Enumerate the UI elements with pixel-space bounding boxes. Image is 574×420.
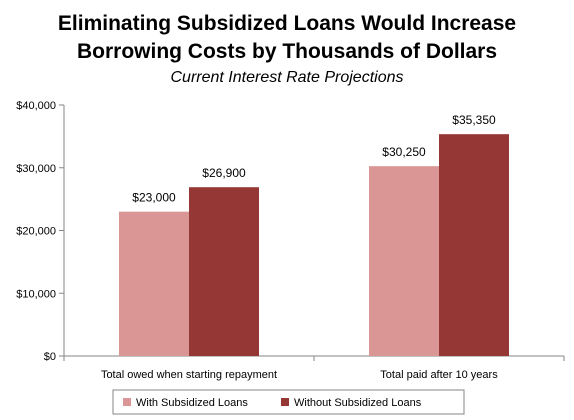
legend: With Subsidized Loans Without Subsidized …	[112, 389, 465, 415]
bar	[369, 166, 439, 356]
data-label: $35,350	[452, 113, 496, 127]
bar	[439, 134, 509, 356]
chart-title-line-1: Eliminating Subsidized Loans Would Incre…	[58, 12, 516, 35]
chart-title-line-2: Borrowing Costs by Thousands of Dollars	[77, 40, 497, 63]
bar	[189, 187, 259, 356]
data-label: $30,250	[382, 145, 426, 159]
x-category-label: Total paid after 10 years	[380, 369, 498, 381]
legend-swatch	[123, 398, 131, 406]
data-label: $26,900	[202, 166, 246, 180]
bar	[119, 211, 189, 356]
y-tick-label: $30,000	[16, 163, 56, 175]
y-tick-label: $10,000	[16, 288, 56, 300]
legend-swatch	[281, 398, 289, 406]
y-tick-label: $40,000	[16, 100, 56, 112]
y-tick-label: $0	[44, 351, 56, 363]
chart-subtitle: Current Interest Rate Projections	[171, 69, 404, 86]
plot-area: $0 $10,000 $20,000 $30,000 $40,000 $23,000 $26…	[16, 100, 565, 381]
x-category-label: Total owed when starting repayment	[101, 369, 277, 381]
legend-label: With Subsidized Loans	[136, 397, 248, 409]
y-tick-label: $20,000	[16, 226, 56, 238]
data-label: $23,000	[132, 191, 176, 205]
legend-label: Without Subsidized Loans	[294, 397, 422, 409]
